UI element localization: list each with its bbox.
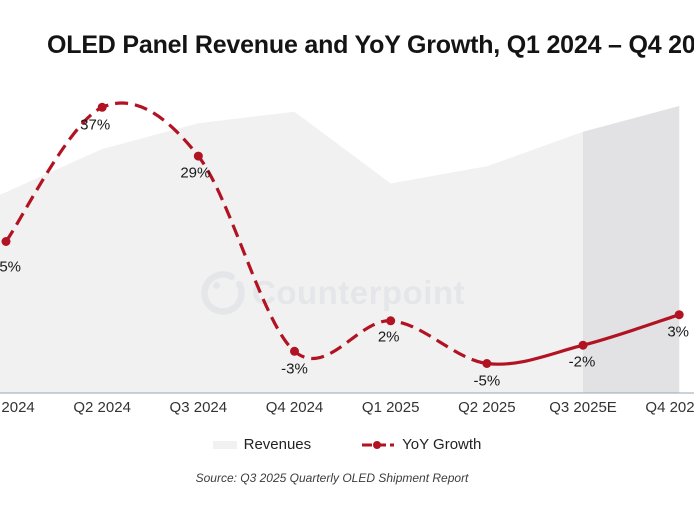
- yoy-point: [1, 237, 11, 246]
- legend-label-yoy: YoY Growth: [402, 436, 482, 453]
- yoy-point: [578, 340, 588, 350]
- revenue-area: [0, 106, 680, 393]
- x-axis-label: Q1 2025: [361, 399, 420, 416]
- legend-item-revenues: Revenues: [212, 436, 312, 453]
- counterpoint-logo-dot-icon: [213, 282, 220, 289]
- data-label: 3%: [667, 323, 690, 341]
- x-axis-label: Q3 2025E: [549, 399, 617, 416]
- data-label: -2%: [568, 353, 596, 371]
- watermark: Counterpoint: [201, 271, 465, 315]
- x-axis-label: Q4 2025E: [645, 399, 694, 416]
- counterpoint-logo-icon: [201, 271, 245, 315]
- data-label: 37%: [80, 116, 111, 134]
- data-label: -3%: [281, 360, 308, 378]
- legend-label-revenues: Revenues: [243, 436, 312, 453]
- x-axis-label: Q2 2025: [458, 399, 516, 416]
- data-label: 29%: [180, 164, 211, 182]
- yoy-point: [482, 359, 492, 368]
- x-axis-label: Q1 2024: [0, 399, 35, 416]
- yoy-line-marker-icon: [362, 440, 395, 449]
- watermark-text: Counterpoint: [252, 274, 465, 311]
- data-label: -5%: [473, 372, 501, 389]
- x-axis-label: Q4 2024: [265, 399, 324, 416]
- x-axis-label: Q2 2024: [73, 399, 131, 416]
- revenues-swatch-icon: [212, 440, 237, 449]
- forecast-band: [583, 106, 680, 393]
- source-note: Source: Q3 2025 Quarterly OLED Shipment …: [195, 471, 469, 485]
- yoy-points: [1, 102, 684, 368]
- chart-title: OLED Panel Revenue and YoY Growth, Q1 20…: [47, 31, 694, 59]
- yoy-point: [97, 102, 107, 112]
- data-label: 2%: [377, 328, 400, 346]
- legend: Revenues YoY Growth: [0, 436, 694, 453]
- data-label: 15%: [0, 258, 22, 275]
- yoy-point: [386, 316, 396, 326]
- x-axis-label: Q3 2024: [169, 399, 228, 416]
- yoy-point: [290, 346, 300, 356]
- yoy-point: [193, 151, 203, 161]
- legend-item-yoy: YoY Growth: [361, 436, 481, 453]
- yoy-point: [674, 310, 684, 320]
